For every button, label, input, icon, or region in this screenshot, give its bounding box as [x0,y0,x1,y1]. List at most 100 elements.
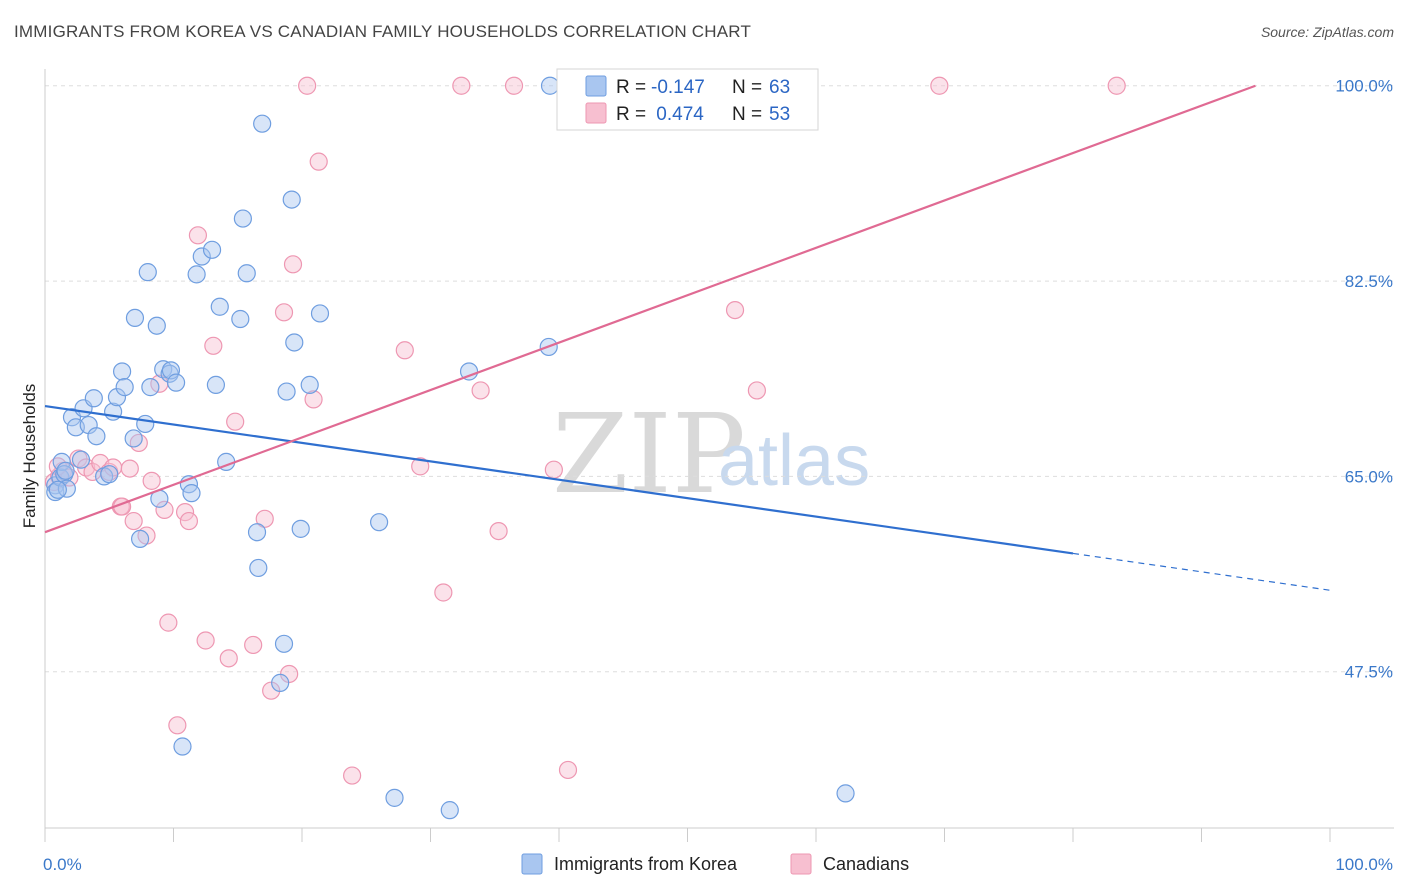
canadians-point-27 [244,635,263,655]
x-tick-label-0: 0.0% [43,855,82,874]
canadians-point-39 [434,583,453,602]
korea-point-16 [107,388,127,407]
korea-point-33 [182,484,201,503]
korea-point-49 [282,190,301,209]
bottom-legend-canada: Canadians [823,854,909,874]
korea-point-17 [112,362,132,381]
korea-point-22 [136,414,155,434]
korea-point-35 [192,247,211,266]
canadians-point-24 [204,336,223,355]
legend-n-value-canada: 53 [769,104,790,125]
canadians-point-43 [504,76,524,95]
canadians-point-20 [175,503,195,522]
x-tick-labels: 0.0% 100.0% [43,855,1393,874]
legend-r-label-korea: R = [616,77,646,98]
korea-point-14 [100,465,119,484]
korea-point-23 [138,263,157,282]
canadians-point-40 [452,76,471,95]
korea-point-18 [115,378,134,397]
korea-point-61 [48,480,67,499]
bottom-legend-korea: Immigrants from Korea [554,854,738,874]
korea-point-19 [124,429,143,448]
korea-point-8 [71,450,91,469]
x-tick-label-1: 100.0% [1335,855,1393,874]
korea-point-36 [202,240,222,259]
korea-point-52 [300,375,319,394]
canadians-point-52 [120,459,139,478]
korea-point-20 [125,308,145,328]
canadians-point-32 [283,255,303,274]
korea-point-48 [277,382,296,401]
canadians-point-17 [155,500,174,519]
watermark-atlas: atlas [718,421,870,501]
legend-r-value-canada: 0.474 [651,104,704,125]
axes [44,69,1394,842]
watermark-zip: ZIP [552,390,746,518]
canadians-point-22 [188,226,208,245]
korea-point-38 [210,297,229,316]
korea-point-53 [310,304,330,323]
legend-swatch-korea [585,75,607,97]
chart-title: IMMIGRANTS FROM KOREA VS CANADIAN FAMILY… [14,22,752,41]
korea-point-45 [253,114,272,133]
canadians-point-49 [930,76,949,95]
canadians-point-36 [343,766,362,785]
bottom-legend-swatch-canada [790,853,812,875]
legend-r-label-canada: R = [616,104,646,125]
canadians-trend-line [44,84,1256,534]
y-tick-label-1: 65.0% [1345,467,1393,486]
korea-point-41 [233,209,252,228]
legend-n-value-korea: 63 [769,77,790,98]
korea-point-12 [87,427,106,446]
korea-point-43 [247,523,267,542]
canadians-point-50 [1107,76,1126,95]
canadians-point-45 [558,760,578,780]
korea-point-50 [285,333,304,352]
canadians-point-34 [309,152,328,171]
canadians-point-38 [411,457,430,476]
canadians-point-12 [124,511,143,531]
canadians-point-23 [196,631,215,650]
canadians-points [44,76,1126,785]
korea-point-25 [147,316,166,335]
korea-point-62 [56,461,75,480]
canadians-point-25 [219,649,238,668]
legend-n-label-korea: N = [732,77,762,98]
legend-swatch-canada [585,102,607,124]
y-tick-label-2: 82.5% [1345,272,1393,291]
series-legend: Immigrants from Korea Canadians [521,853,909,875]
korea-point-21 [130,529,150,549]
korea-trend-extension [1072,552,1331,591]
canadians-point-37 [395,341,414,360]
korea-point-24 [141,378,160,397]
watermark: ZIP atlas [552,390,870,518]
korea-point-59 [540,76,560,95]
canadians-point-28 [255,509,274,528]
korea-point-30 [166,373,186,392]
canadians-point-15 [142,471,161,490]
canadians-point-30 [274,303,294,322]
korea-point-56 [440,801,459,820]
korea-trend-line [44,404,1074,555]
korea-point-51 [291,519,310,538]
canadians-point-33 [304,390,323,409]
stats-legend: R = -0.147 N = 63 R = 0.474 N = 53 [556,68,819,131]
korea-point-42 [237,264,256,283]
korea-point-60 [836,784,855,803]
canadians-point-18 [159,613,178,632]
korea-point-11 [84,389,103,408]
korea-point-37 [206,375,226,394]
korea-point-54 [385,788,404,807]
y-tick-label-3: 100.0% [1335,77,1393,96]
canadians-point-35 [298,76,317,95]
korea-point-31 [173,737,192,756]
grid-lines [45,85,1394,673]
y-axis-label: Family Households [20,384,39,529]
korea-point-46 [274,634,294,653]
source-credit: Source: ZipAtlas.com [1260,24,1394,40]
canadians-point-21 [179,511,199,531]
y-tick-labels: 47.5% 65.0% 82.5% 100.0% [1335,77,1393,682]
canadians-point-19 [168,716,187,735]
canadians-point-26 [226,412,245,431]
